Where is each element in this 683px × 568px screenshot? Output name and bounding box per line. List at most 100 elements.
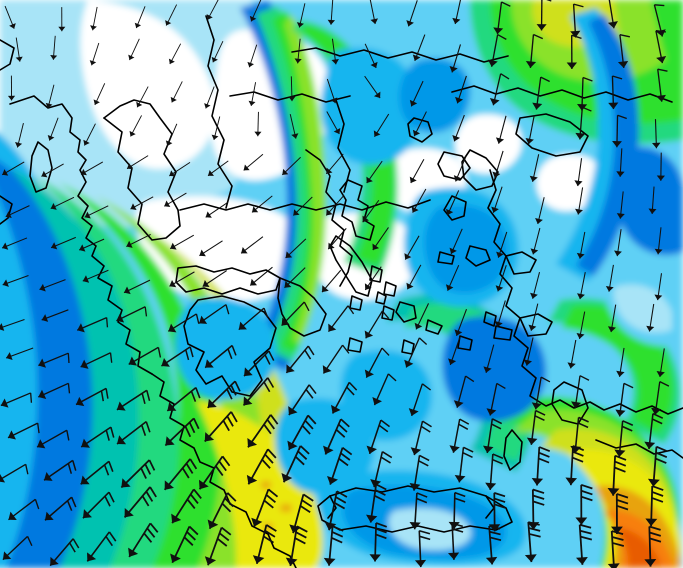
wind-barb	[41, 301, 69, 329]
coast-turkey-bay-1	[505, 251, 537, 275]
wind-barb	[480, 70, 518, 106]
wind-barb	[169, 229, 195, 255]
wind-barb	[560, 519, 606, 566]
wind-barb	[362, 160, 386, 184]
wind-barb	[558, 339, 588, 369]
coast-marmara	[451, 85, 673, 103]
wind-barb	[404, 158, 430, 184]
wind-barb	[443, 443, 484, 484]
wind-barb	[82, 262, 109, 290]
peninsula-halkidiki	[339, 179, 375, 241]
wind-barb	[358, 346, 395, 379]
island-corfu	[29, 141, 53, 193]
island-amorgos	[425, 319, 443, 335]
wind-barb	[273, 443, 317, 484]
wind-barb	[605, 228, 634, 257]
wind-barb	[1, 156, 25, 180]
coast-corinth	[175, 265, 281, 295]
wind-barb	[487, 299, 516, 328]
wind-barb	[514, 30, 553, 69]
wind-barb	[244, 0, 268, 22]
wind-barb	[131, 86, 154, 108]
wind-barb	[78, 231, 105, 258]
wind-barb	[440, 336, 470, 366]
wind-barb	[521, 73, 559, 111]
wind-barb	[396, 488, 439, 531]
wind-barb	[399, 0, 427, 27]
wind-barb	[286, 38, 312, 64]
wind-barb	[0, 383, 36, 417]
wind-barb	[202, 0, 225, 21]
wind-barb	[487, 115, 517, 145]
island-karpathos	[503, 429, 523, 471]
wind-barb	[161, 457, 200, 491]
wind-barb	[7, 414, 43, 448]
wind-barb	[471, 415, 512, 454]
wind-barb	[116, 417, 152, 449]
island-astypalaia	[457, 335, 473, 351]
wind-barb	[521, 153, 550, 183]
wind-barb	[123, 38, 146, 61]
wind-barb	[38, 271, 67, 299]
wind-barb	[283, 383, 320, 416]
wind-barb	[320, 38, 348, 65]
wind-barb	[359, 0, 387, 25]
wind-barb	[594, 0, 631, 29]
wind-barb	[198, 236, 224, 261]
wind-barb	[640, 378, 679, 416]
wind-barb	[407, 111, 434, 137]
wind-barb	[160, 341, 196, 373]
wind-barb	[361, 266, 386, 291]
wind-barb	[161, 523, 205, 564]
wind-barb	[355, 518, 400, 563]
island-milos	[347, 337, 363, 353]
wind-barb	[0, 5, 22, 30]
wind-barb	[438, 415, 478, 454]
wind-barb	[606, 147, 636, 178]
wind-barb	[477, 31, 516, 68]
wind-barb	[160, 4, 183, 26]
wind-barb	[0, 310, 26, 338]
wind-barb	[314, 416, 357, 456]
wind-barb	[2, 266, 30, 294]
wind-barb	[7, 495, 41, 525]
wind-barb	[238, 305, 270, 333]
wind-barb	[283, 344, 317, 374]
wind-barb	[37, 374, 74, 408]
wind-barb	[592, 526, 638, 568]
wind-barb	[88, 82, 112, 106]
wind-barb	[121, 485, 159, 519]
wind-barb	[324, 194, 346, 216]
wind-barb	[645, 226, 674, 255]
wind-barb	[565, 157, 595, 187]
wind-barb	[317, 444, 361, 486]
wind-barb	[516, 114, 547, 145]
wind-barb	[80, 156, 104, 180]
wind-barb	[281, 156, 302, 176]
wind-barb	[160, 123, 184, 147]
wind-barb	[202, 410, 239, 443]
wind-barb	[629, 521, 675, 568]
wind-barb	[568, 271, 597, 300]
wind-barb	[167, 307, 202, 339]
wind-barb	[198, 299, 232, 329]
wind-barb	[408, 302, 436, 330]
wind-barb	[593, 451, 639, 497]
coast-south-turkey	[595, 439, 683, 459]
wind-barb	[312, 487, 358, 532]
wind-barb	[518, 442, 563, 487]
wind-barb	[406, 188, 432, 214]
wind-barb	[205, 198, 228, 222]
wind-barb	[646, 152, 676, 182]
island-tinos	[383, 281, 397, 297]
wind-barb	[79, 344, 116, 377]
wind-barb	[318, 0, 346, 26]
wind-barb	[606, 347, 637, 378]
wind-barb	[84, 199, 109, 224]
wind-barb	[129, 5, 152, 29]
wind-barb	[204, 116, 229, 141]
wind-barb	[168, 266, 195, 293]
wind-barb	[206, 40, 229, 63]
wind-barb	[116, 384, 153, 417]
